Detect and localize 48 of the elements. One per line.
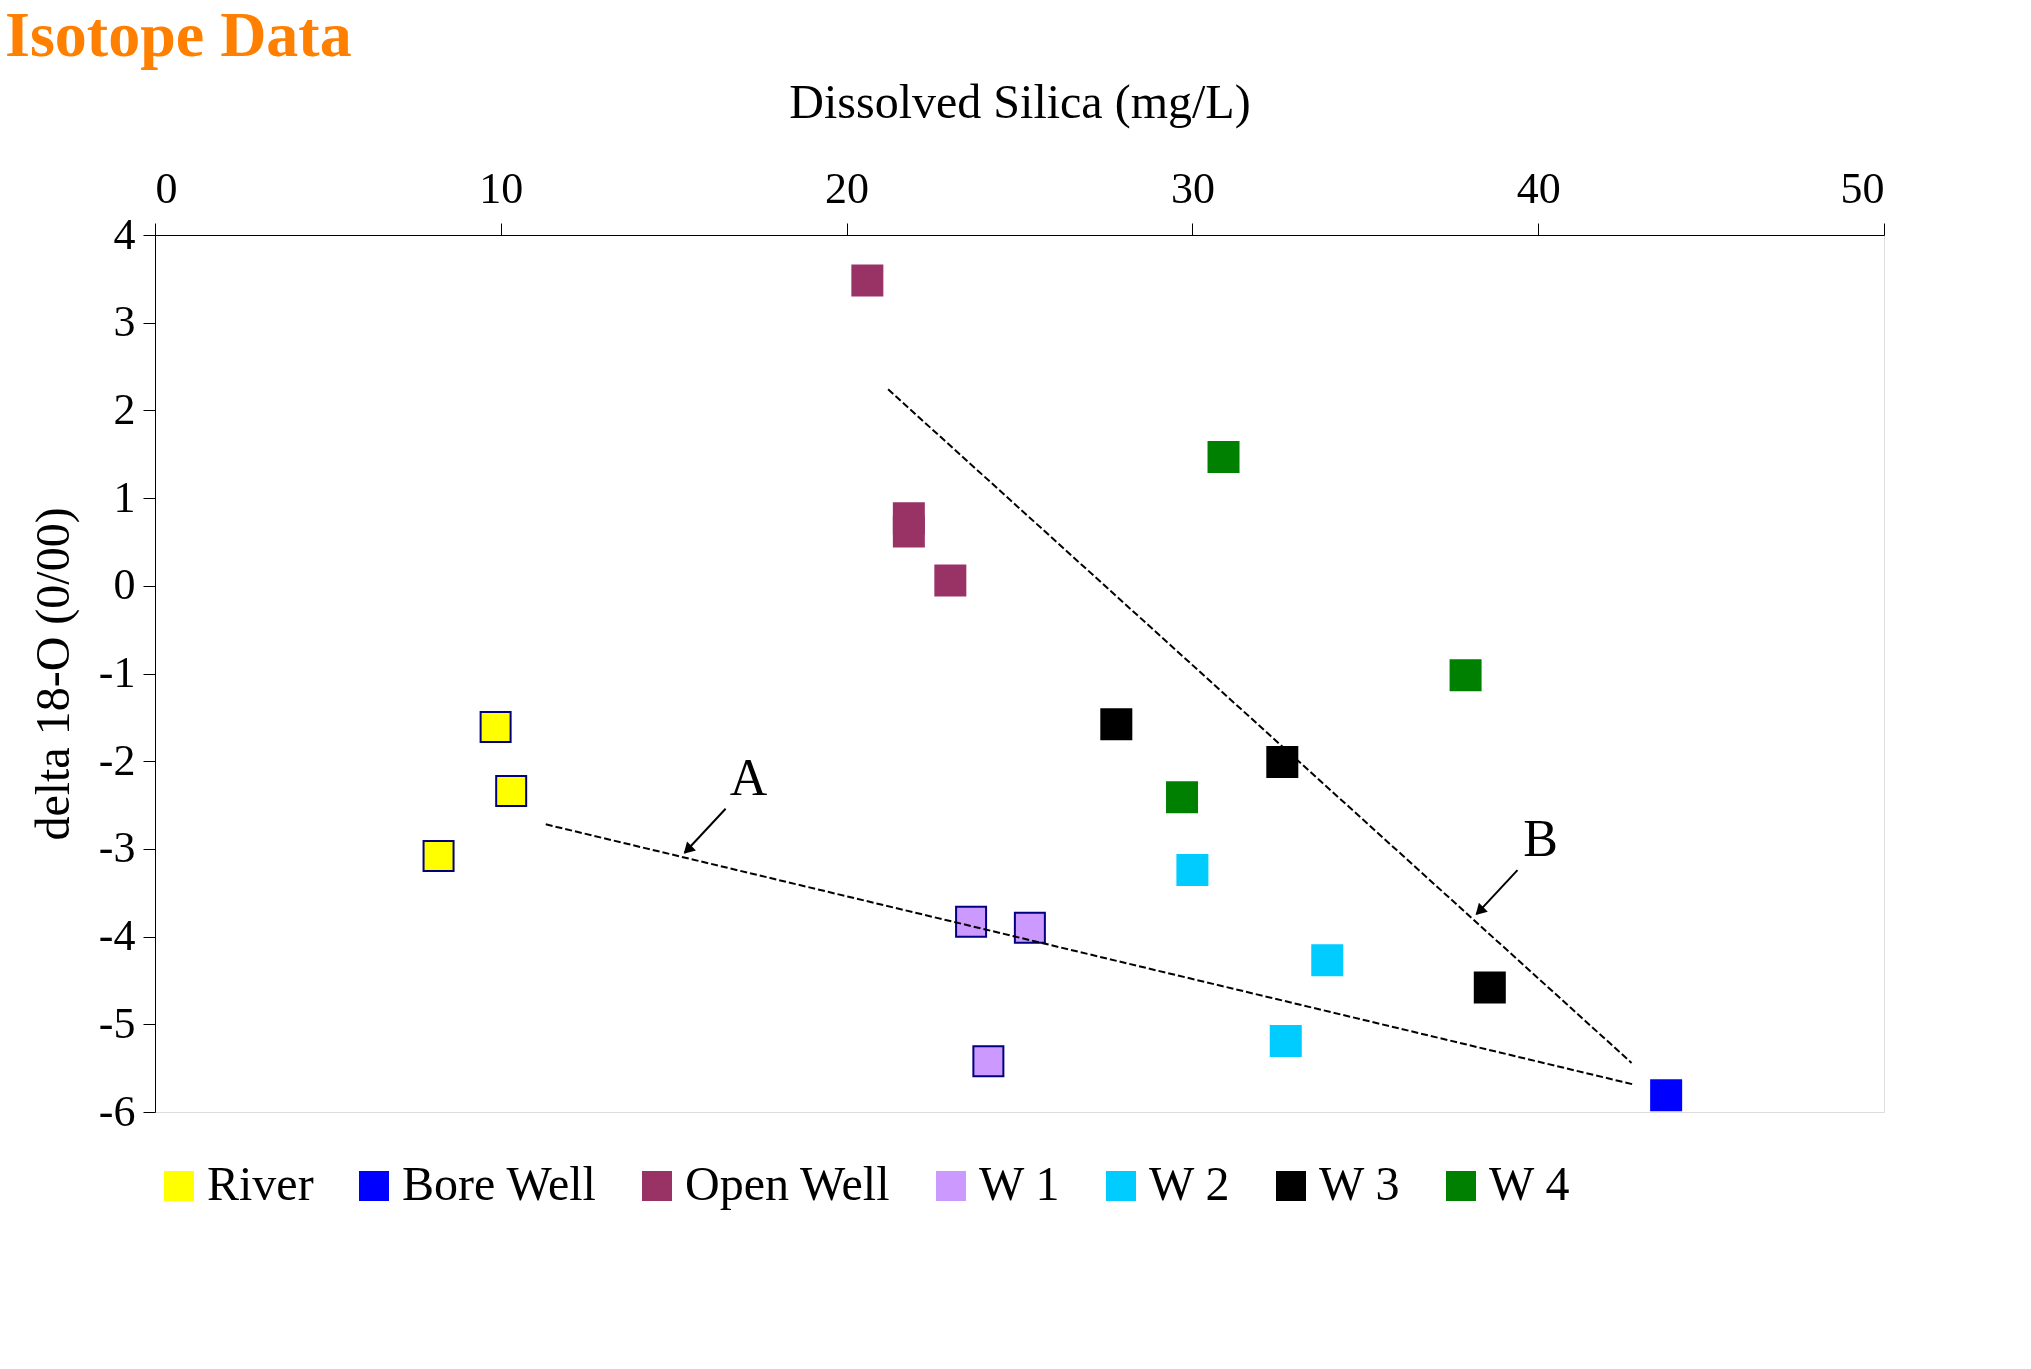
x-tick-label: 10	[479, 163, 524, 213]
x-axis-title: Dissolved Silica (mg/L)	[789, 74, 1251, 129]
point	[1269, 1024, 1302, 1057]
y-tick-label: -1	[98, 648, 136, 697]
legend-label: W 3	[1319, 1157, 1400, 1210]
point	[1266, 746, 1299, 779]
legend-label: Open Well	[685, 1157, 890, 1210]
y-tick-label: -6	[98, 1086, 136, 1136]
y-tick-label: 4	[113, 209, 136, 259]
y-tick-label: -5	[98, 998, 136, 1048]
y-tick-label: -2	[98, 735, 136, 785]
point	[934, 564, 967, 597]
y-axis-title: delta 18-O (0/00)	[25, 507, 80, 841]
point	[1100, 708, 1133, 741]
y-tick-label: -4	[98, 911, 136, 961]
point	[851, 264, 884, 297]
point	[495, 775, 528, 808]
legend-label: Bore Well	[402, 1157, 596, 1210]
legend-label: River	[207, 1157, 314, 1210]
legend-label: W 4	[1489, 1157, 1570, 1210]
point	[1207, 440, 1240, 473]
x-tick-label: 50	[1840, 163, 1885, 213]
point	[1013, 911, 1046, 944]
point	[1176, 853, 1209, 886]
point	[1311, 944, 1344, 977]
x-tick-label: 40	[1516, 163, 1561, 213]
chart-title: Isotope Data	[5, 0, 352, 70]
x-tick-label: 20	[825, 163, 870, 213]
point	[1449, 659, 1482, 692]
point	[1166, 781, 1199, 814]
x-tick-label: 0	[155, 163, 178, 213]
point	[1650, 1079, 1683, 1112]
point	[422, 839, 455, 872]
point	[479, 711, 512, 743]
y-tick-label: 3	[113, 297, 136, 347]
annotation: A	[729, 748, 768, 806]
legend-label: W 2	[1149, 1157, 1230, 1210]
annotation: B	[1523, 810, 1558, 868]
point	[972, 1045, 1005, 1078]
point	[955, 905, 988, 938]
y-tick-label: -3	[98, 823, 136, 873]
point	[1473, 971, 1506, 1004]
y-tick-label: 1	[113, 472, 136, 522]
y-tick-label: 0	[113, 560, 136, 610]
point	[892, 515, 925, 548]
legend-label: W 1	[979, 1157, 1060, 1210]
y-tick-label: 2	[113, 384, 136, 434]
x-tick-label: 30	[1170, 163, 1215, 213]
